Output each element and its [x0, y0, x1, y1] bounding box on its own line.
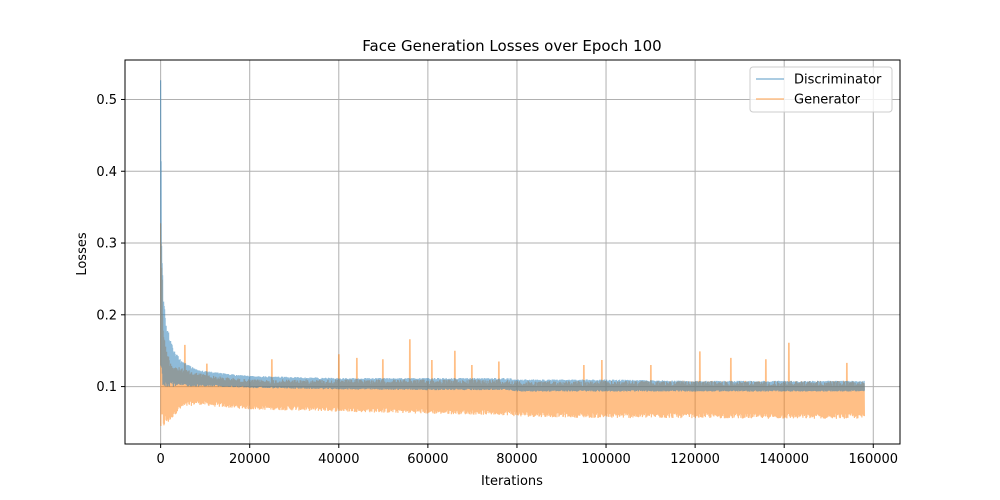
x-tick-label: 0 — [156, 452, 164, 467]
x-tick-label: 80000 — [496, 452, 537, 467]
y-tick-label: 0.1 — [96, 380, 117, 395]
y-tick-label: 0.5 — [96, 93, 117, 108]
plot-frame — [124, 59, 901, 445]
x-tick-label: 120000 — [670, 452, 720, 467]
x-tick-label: 20000 — [229, 452, 270, 467]
x-tick-label: 100000 — [581, 452, 631, 467]
y-axis-label: Losses — [75, 232, 90, 276]
ticks: 0 20000 40000 60000 80000 100000 120000 140000 1… — [96, 93, 898, 467]
legend: Discriminator Generator — [749, 66, 893, 113]
series-layer — [160, 80, 865, 427]
series-line-discriminator — [160, 80, 865, 392]
y-tick-label: 0.2 — [96, 308, 117, 323]
x-tick-label: 160000 — [848, 452, 898, 467]
x-tick-label: 60000 — [407, 452, 448, 467]
y-tick-label: 0.3 — [96, 237, 117, 252]
chart-title: Face Generation Losses over Epoch 100 — [362, 37, 661, 55]
x-axis-label: Iterations — [481, 474, 543, 489]
y-tick-label: 0.4 — [96, 165, 117, 180]
x-tick-label: 140000 — [759, 452, 809, 467]
x-tick-label: 40000 — [318, 452, 359, 467]
legend-label-discriminator: Discriminator — [794, 73, 882, 88]
legend-box — [749, 66, 893, 113]
legend-label-generator: Generator — [794, 93, 861, 108]
